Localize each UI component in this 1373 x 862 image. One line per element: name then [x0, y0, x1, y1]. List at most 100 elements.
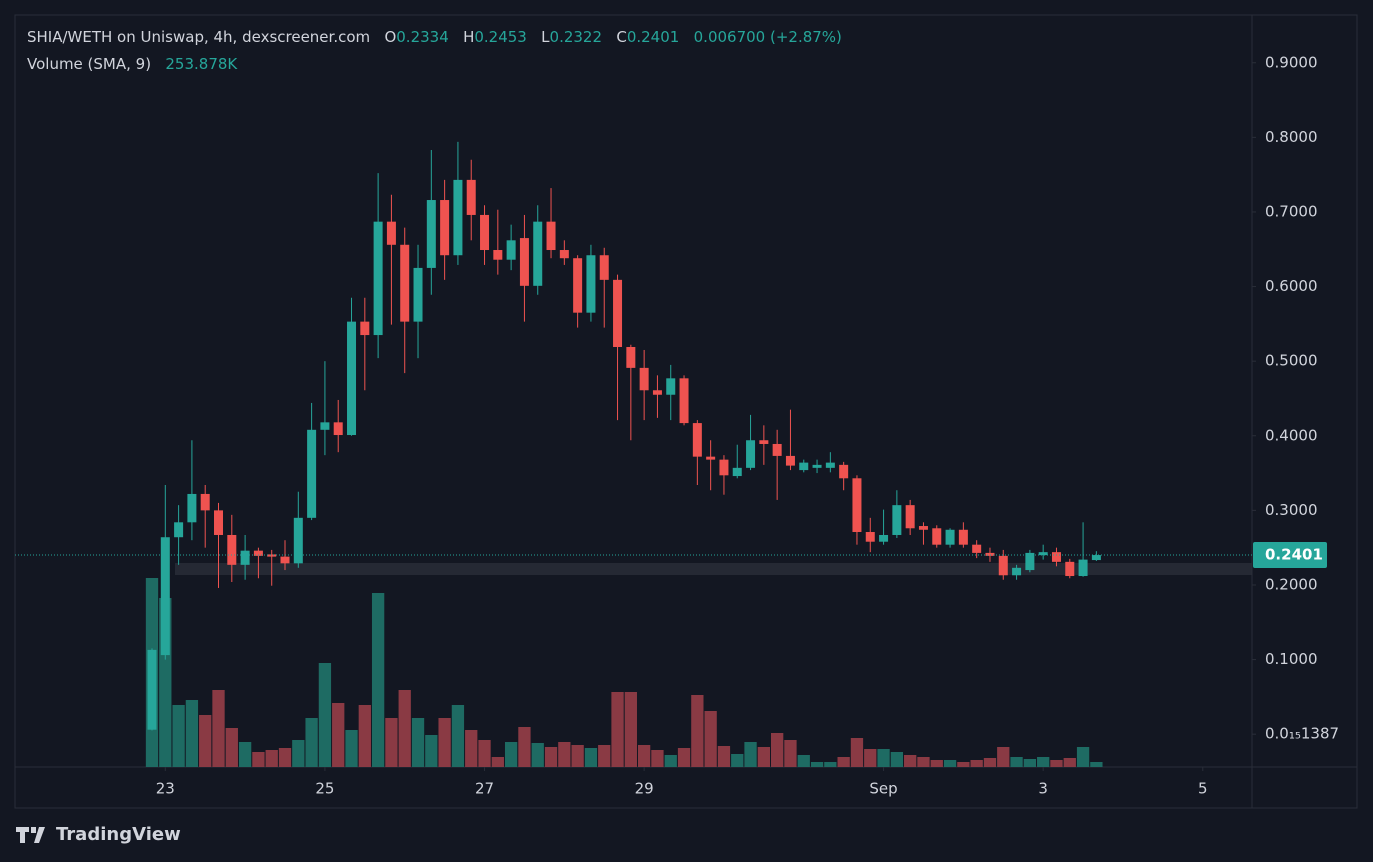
candle-body: [679, 378, 689, 424]
y-tick-label: 0.2000: [1265, 575, 1318, 593]
volume-bar: [225, 728, 238, 767]
candle-body: [613, 279, 623, 347]
volume-bar: [438, 718, 451, 767]
volume-bar: [371, 593, 385, 767]
logo-icon: [16, 826, 45, 843]
volume-bar: [345, 730, 358, 767]
candle-body: [905, 505, 915, 529]
volume-label: Volume (SMA, 9): [27, 55, 152, 73]
candle-body: [440, 200, 450, 256]
volume-bar: [957, 762, 970, 767]
candle-body: [293, 517, 303, 564]
volume-bar: [677, 748, 691, 767]
candle-body: [958, 529, 968, 545]
h-label: H: [463, 28, 475, 46]
candle-layer: [147, 141, 1101, 731]
volume-bar: [890, 752, 904, 767]
candle-body: [1078, 559, 1088, 577]
candle-body: [1012, 567, 1022, 576]
y-tick-label: 0.4000: [1265, 426, 1318, 444]
candle-body: [1051, 552, 1061, 562]
candle-body: [559, 250, 569, 259]
volume-bar: [558, 742, 571, 767]
candle-body: [772, 443, 782, 456]
candle-body: [400, 244, 410, 322]
candle-body: [373, 221, 383, 336]
volume-bar: [917, 757, 930, 767]
candle-body: [426, 200, 436, 268]
last-price-label: 0.2401: [1265, 546, 1323, 564]
volume-bar: [1076, 747, 1090, 767]
volume-bar: [185, 700, 199, 767]
candle-body: [998, 555, 1008, 576]
volume-bar: [332, 703, 345, 767]
x-tick-label: 27: [475, 780, 494, 798]
candle-body: [839, 464, 849, 479]
candle-body: [240, 550, 250, 565]
y-tick-label: 0.6000: [1265, 277, 1318, 295]
o-value: 0.2334: [396, 28, 449, 46]
candle-body: [932, 528, 942, 545]
candle-body: [493, 250, 503, 260]
volume-bar: [624, 692, 637, 767]
volume-bar: [877, 749, 890, 767]
volume-bar: [491, 757, 504, 767]
volume-bar: [997, 747, 1010, 767]
x-tick-label: 3: [1038, 780, 1048, 798]
candle-body: [626, 346, 636, 368]
candle-body: [519, 238, 529, 286]
x-tick-label: 29: [635, 780, 654, 798]
y-tick-label: 0.0₁₅1387: [1265, 725, 1339, 743]
volume-bar: [704, 711, 717, 767]
volume-legend: Volume (SMA, 9) 253.878K: [27, 55, 237, 73]
candle-body: [825, 462, 835, 468]
candle-body: [639, 367, 649, 391]
candle-body: [1025, 552, 1035, 571]
volume-bar: [252, 752, 265, 767]
volume-bar: [1010, 757, 1023, 767]
y-tick-label: 0.1000: [1265, 650, 1318, 668]
y-tick-label: 0.8000: [1265, 128, 1318, 146]
volume-bar: [385, 718, 398, 767]
volume-bar: [864, 749, 877, 767]
candle-body: [453, 179, 463, 256]
candle-body: [799, 462, 809, 471]
symbol: SHIA/WETH on Uniswap, 4h, dexscreener.co…: [27, 28, 371, 46]
candle-body: [333, 422, 343, 436]
candle-body: [360, 321, 370, 336]
volume-bar: [611, 692, 624, 767]
logo: TradingView: [16, 824, 181, 845]
volume-bar: [531, 743, 544, 767]
volume-bar: [318, 663, 332, 767]
candle-body: [746, 440, 756, 468]
ohlc-legend: SHIA/WETH on Uniswap, 4h, dexscreener.co…: [27, 28, 842, 46]
candle-body: [386, 221, 396, 245]
volume-bar: [398, 690, 411, 767]
y-tick-label: 0.9000: [1265, 53, 1318, 71]
volume-bar: [518, 727, 531, 767]
volume-layer: [145, 578, 1103, 767]
range-band: [175, 563, 1252, 575]
volume-bar: [970, 760, 983, 767]
volume-bar: [1063, 758, 1076, 767]
volume-bar: [784, 740, 797, 767]
volume-bar: [358, 705, 371, 767]
candle-body: [480, 214, 490, 251]
h-value: 0.2453: [474, 28, 527, 46]
candle-body: [307, 429, 317, 518]
volume-bar: [1050, 760, 1063, 767]
volume-bar: [292, 740, 305, 767]
volume-bar: [598, 745, 611, 767]
candle-body: [174, 522, 184, 538]
volume-bar: [691, 695, 704, 767]
candle-body: [865, 532, 875, 542]
volume-bar: [265, 750, 278, 767]
volume-bar: [651, 750, 664, 767]
l-value: 0.2322: [549, 28, 603, 46]
volume-bar: [172, 705, 185, 767]
candle-body: [719, 459, 729, 476]
x-tick-label: 23: [156, 780, 175, 798]
volume-bar: [478, 740, 491, 767]
